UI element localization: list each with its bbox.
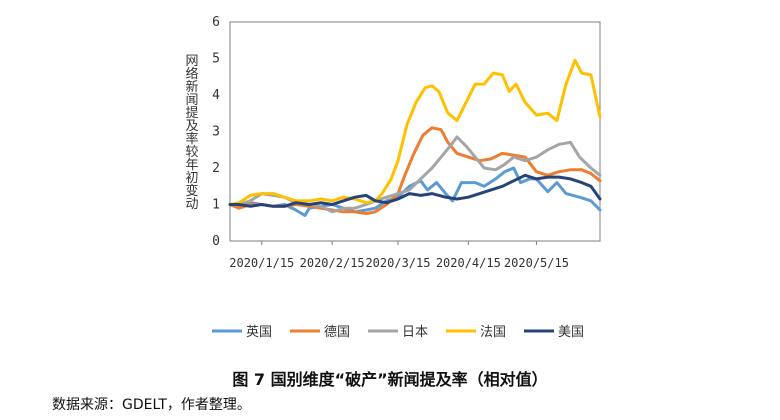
series-line-4 [228,173,602,208]
y-axis-label: 网络新闻提及率较年初变动 [183,54,199,211]
x-tick-label: 2020/3/15 [365,256,430,270]
legend-label: 英国 [246,325,272,340]
y-tick-label: 4 [212,88,220,103]
axes: 0 1 2 3 4 5 6 2020/1/15 2020/2/15 2020/3/15 2020/4… [183,15,601,270]
legend-label: 日本 [402,325,428,340]
legend-label: 美国 [558,325,584,340]
plot-frame [229,21,601,242]
series-line-1 [228,126,602,216]
y-tick-label: 5 [212,52,220,67]
x-tick-label: 2020/4/15 [436,256,501,270]
y-tick-label: 0 [212,234,220,249]
figure-caption: 图 7 国别维度“破产”新闻提及率（相对值） [232,370,548,389]
series-layer [228,58,602,217]
y-tick-label: 3 [212,125,220,140]
data-source-note: 数据来源：GDELT，作者整理。 [52,397,251,413]
y-tick-label: 2 [212,161,220,176]
line-chart: 0 1 2 3 4 5 6 2020/1/15 2020/2/15 2020/3/15 2020/4… [183,15,602,340]
x-tick-label: 2020/2/15 [300,256,365,270]
legend-label: 德国 [324,325,350,340]
x-tick-label: 2020/5/15 [504,256,569,270]
legend: 英国 德国 日本 法国 美国 [212,325,584,340]
legend-label: 法国 [480,325,506,340]
y-tick-label: 1 [212,198,220,213]
y-tick-label: 6 [212,15,220,30]
x-tick-label: 2020/1/15 [229,256,294,270]
series-line-3 [228,58,602,206]
chart-panel: 0 1 2 3 4 5 6 2020/1/15 2020/2/15 2020/3/15 2020/4… [160,0,620,362]
